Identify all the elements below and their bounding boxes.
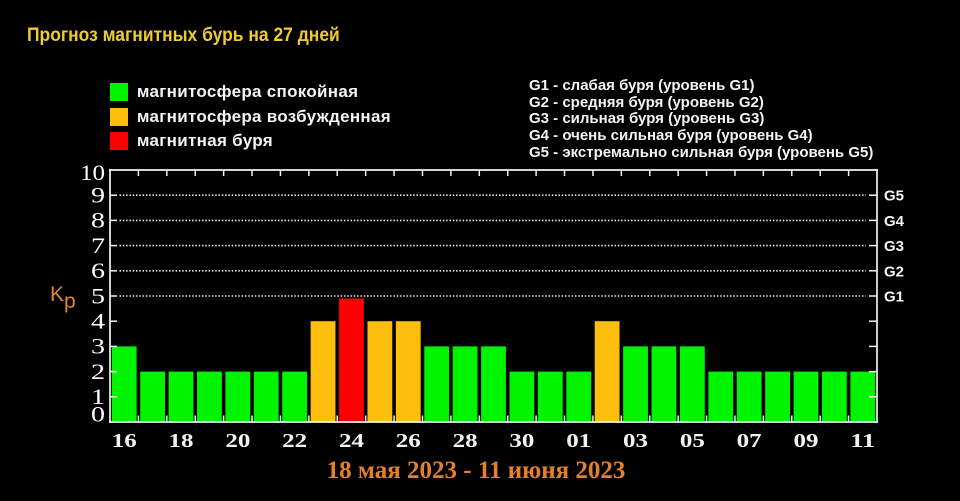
svg-text:6: 6 bbox=[91, 258, 105, 283]
svg-text:18 мая 2023 - 11 июня 2023: 18 мая 2023 - 11 июня 2023 bbox=[327, 457, 626, 484]
svg-text:8: 8 bbox=[91, 208, 105, 233]
svg-text:07: 07 bbox=[737, 430, 762, 452]
svg-text:01: 01 bbox=[566, 430, 591, 452]
svg-text:7: 7 bbox=[91, 233, 105, 258]
svg-text:p: p bbox=[64, 290, 76, 313]
svg-text:9: 9 bbox=[91, 183, 105, 208]
svg-text:G4: G4 bbox=[884, 213, 905, 230]
svg-text:30: 30 bbox=[509, 430, 534, 452]
svg-text:3: 3 bbox=[91, 334, 105, 359]
svg-text:18: 18 bbox=[169, 430, 194, 452]
svg-text:03: 03 bbox=[623, 430, 648, 452]
svg-text:5: 5 bbox=[91, 283, 105, 308]
svg-text:4: 4 bbox=[91, 309, 105, 334]
svg-text:26: 26 bbox=[396, 430, 421, 452]
svg-text:10: 10 bbox=[80, 160, 105, 185]
svg-text:G2: G2 bbox=[884, 263, 904, 280]
svg-text:11: 11 bbox=[850, 430, 875, 452]
svg-text:K: K bbox=[50, 283, 64, 306]
svg-text:16: 16 bbox=[112, 430, 137, 452]
svg-text:G3: G3 bbox=[884, 238, 904, 255]
svg-text:09: 09 bbox=[793, 430, 818, 452]
svg-text:24: 24 bbox=[339, 430, 364, 452]
svg-text:2: 2 bbox=[91, 359, 105, 384]
svg-text:05: 05 bbox=[680, 430, 705, 452]
svg-text:G5: G5 bbox=[884, 188, 904, 205]
svg-text:20: 20 bbox=[225, 430, 250, 452]
svg-text:28: 28 bbox=[453, 430, 478, 452]
svg-text:22: 22 bbox=[282, 430, 307, 452]
svg-text:1: 1 bbox=[91, 384, 105, 409]
svg-text:0: 0 bbox=[91, 402, 105, 427]
svg-text:G1: G1 bbox=[884, 289, 904, 306]
